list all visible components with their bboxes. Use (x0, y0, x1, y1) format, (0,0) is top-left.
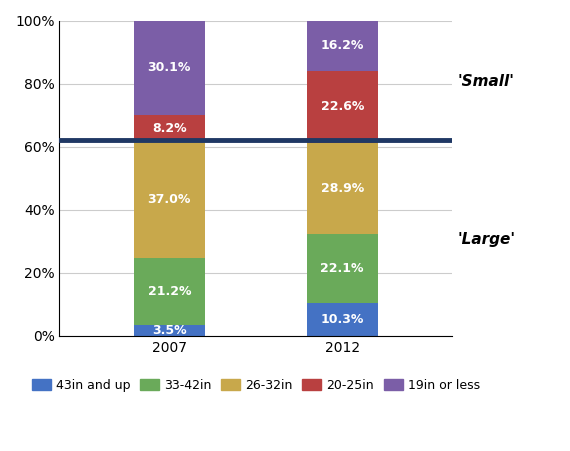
Bar (134, 20, 205, 115)
Text: 8.2%: 8.2% (152, 122, 187, 135)
Bar (307, 304, 377, 336)
Text: 16.2%: 16.2% (320, 39, 364, 52)
Bar (134, 258, 205, 325)
Text: 30.1%: 30.1% (148, 61, 191, 74)
Bar (307, 234, 377, 304)
Bar (134, 115, 205, 141)
Text: 3.5%: 3.5% (152, 324, 187, 337)
Legend: 43in and up, 33-42in, 26-32in, 20-25in, 19in or less: 43in and up, 33-42in, 26-32in, 20-25in, … (27, 374, 484, 397)
Text: 28.9%: 28.9% (320, 182, 364, 195)
Text: 37.0%: 37.0% (148, 193, 191, 206)
Bar (134, 325, 205, 336)
Bar (307, 20, 377, 71)
Bar (134, 141, 205, 258)
Bar (307, 143, 377, 234)
Text: 21.2%: 21.2% (148, 285, 191, 298)
Text: 10.3%: 10.3% (320, 313, 364, 326)
Bar (307, 71, 377, 143)
Text: 22.1%: 22.1% (320, 262, 364, 275)
Text: 22.6%: 22.6% (320, 101, 364, 114)
